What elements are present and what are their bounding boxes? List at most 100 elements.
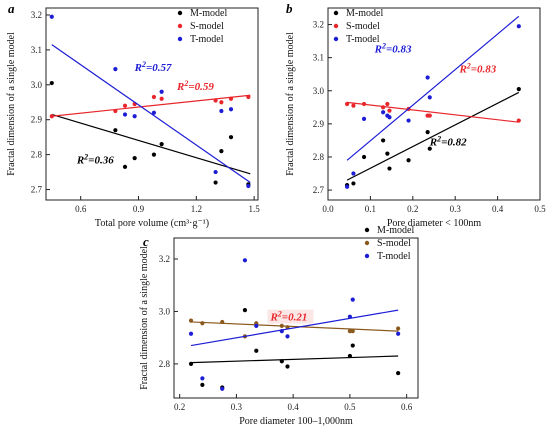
y-axis-label: Fractal dimension of a single model	[285, 32, 296, 176]
data-point	[242, 258, 248, 263]
data-point	[396, 370, 401, 376]
data-point	[213, 180, 218, 185]
data-point	[516, 24, 521, 29]
trend-line	[51, 94, 251, 117]
x-tick-label: 0.6	[401, 402, 413, 412]
data-point	[350, 329, 355, 334]
data-point	[122, 164, 128, 169]
data-point	[387, 108, 392, 113]
x-tick-label: 0.5	[534, 204, 546, 214]
legend-entry: M-model	[190, 8, 227, 19]
data-point	[361, 101, 367, 107]
data-point	[220, 319, 225, 325]
trend-line	[346, 91, 520, 181]
x-tick-label: 0.5	[344, 402, 356, 412]
data-point	[385, 151, 390, 156]
data-point	[132, 114, 137, 119]
r-squared-annotation: R2=0.36	[76, 152, 114, 166]
data-point	[159, 142, 164, 147]
data-point	[387, 115, 392, 120]
legend-entry: T-model	[190, 34, 224, 45]
plot-frame	[173, 237, 419, 399]
y-axis-label: Fractal dimension of a single model	[6, 32, 17, 176]
trend-line	[190, 309, 399, 347]
x-tick-label: 0.4	[492, 204, 504, 214]
data-point	[246, 183, 251, 189]
y-tick-label: 3.2	[159, 254, 170, 264]
data-point	[254, 348, 259, 353]
data-point	[361, 116, 367, 121]
data-point	[113, 66, 118, 72]
legend-marker	[364, 227, 370, 233]
y-tick-label: 2.7	[31, 185, 43, 195]
x-tick-label: 1.2	[191, 204, 202, 214]
y-tick-label: 2.9	[313, 119, 325, 129]
series-t-model	[344, 15, 521, 189]
data-point	[220, 386, 225, 391]
data-point	[254, 323, 259, 328]
legend-marker	[364, 253, 370, 259]
series-m-model	[344, 87, 521, 188]
x-tick-label: 0.2	[174, 402, 185, 412]
plot-frame	[45, 7, 259, 201]
data-point	[350, 297, 355, 302]
x-tick-label: 0.2	[407, 204, 418, 214]
data-point	[385, 101, 390, 107]
data-point	[228, 107, 234, 112]
panel-letter: c	[143, 234, 149, 249]
data-point	[151, 110, 157, 115]
data-point	[246, 94, 251, 100]
x-axis-label: Pore diameter < 100nm	[387, 218, 481, 229]
data-point	[49, 14, 54, 19]
legend-marker	[333, 10, 339, 16]
data-point	[228, 96, 234, 101]
trend-line	[346, 15, 520, 161]
series-s-model	[49, 94, 251, 119]
legend-marker	[177, 10, 183, 16]
data-point	[285, 364, 290, 369]
y-tick-label: 3.0	[31, 80, 43, 90]
legend-entry: S-model	[190, 21, 224, 32]
trend-line	[191, 355, 399, 364]
y-tick-label: 2.8	[159, 359, 171, 369]
x-tick-label: 1.5	[249, 204, 261, 214]
r-squared-annotation: R2=0.59	[176, 79, 214, 93]
data-point	[406, 158, 411, 163]
data-point	[425, 75, 430, 80]
x-axis-label: Total pore volume (cm³·g⁻¹)	[95, 218, 209, 229]
data-point	[213, 169, 218, 175]
trend-line	[347, 101, 519, 123]
legend-entry: T-model	[377, 251, 411, 262]
legend-marker	[177, 23, 183, 29]
data-point	[344, 101, 350, 107]
x-tick-label: 0.0	[322, 204, 334, 214]
panel-letter: b	[286, 1, 293, 16]
data-point	[285, 334, 290, 339]
y-tick-label: 3.1	[313, 53, 324, 63]
data-point	[427, 113, 432, 118]
data-point	[188, 318, 194, 323]
series-t-model	[188, 258, 401, 391]
legend-marker	[177, 36, 183, 42]
panel-a: a 0.6 0.9 1.2 1.5 2.7 2.8 2.9 3.0 3.1 3.2 Total por…	[6, 1, 260, 229]
data-point	[347, 314, 353, 319]
data-point	[219, 108, 224, 114]
trend-line	[51, 44, 251, 184]
y-tick-label: 3.2	[313, 20, 324, 30]
x-axis-label: Pore diameter 100–1,000nm	[239, 416, 353, 427]
data-point	[516, 118, 521, 123]
legend-marker	[333, 23, 339, 29]
data-point	[351, 181, 356, 186]
data-point	[285, 325, 290, 330]
plot-frame	[327, 7, 541, 201]
data-point	[344, 184, 350, 189]
data-point	[122, 103, 128, 108]
data-point	[113, 108, 118, 114]
legend-marker	[364, 240, 370, 246]
x-tick-label: 0.9	[133, 204, 145, 214]
data-point	[516, 87, 521, 92]
legend-entry: S-model	[377, 238, 411, 249]
panel-c: c 0.2 0.3 0.4 0.5 0.6 2.8 3.0 3.2 Pore diameter 1…	[139, 225, 419, 427]
data-point	[347, 353, 353, 359]
